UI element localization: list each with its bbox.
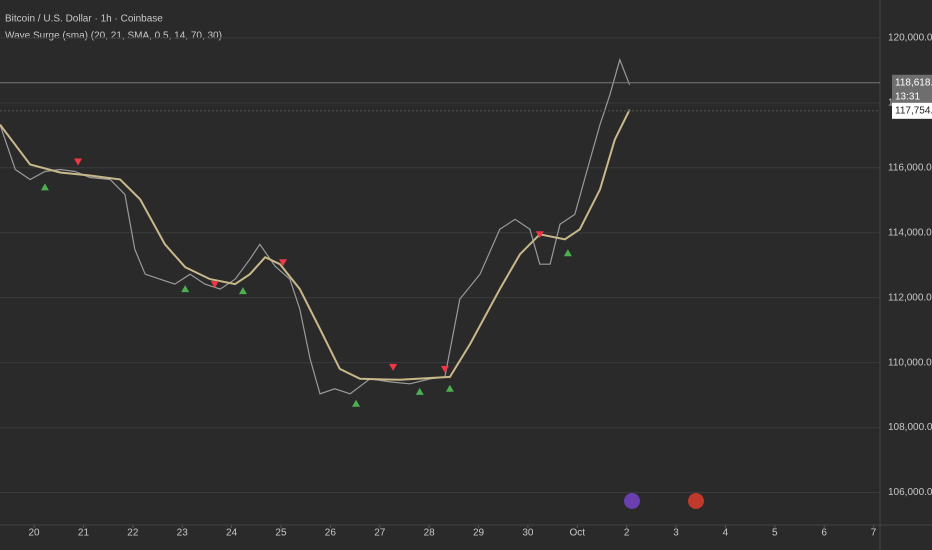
sell-signal xyxy=(210,281,219,289)
sell-signal xyxy=(278,259,287,267)
buy-signal xyxy=(445,384,454,392)
x-tick-label: 2 xyxy=(624,528,630,539)
buy-signal xyxy=(563,249,572,257)
x-tick-label: 21 xyxy=(78,528,90,539)
x-tick-label: 3 xyxy=(673,528,679,539)
buy-signal xyxy=(40,183,49,191)
x-tick-label: 22 xyxy=(127,528,139,539)
price-label: 118,618.07 xyxy=(895,77,932,88)
x-tick-label: 27 xyxy=(374,528,386,539)
buy-signal xyxy=(415,387,424,395)
chart-title: Bitcoin / U.S. Dollar · 1h · Coinbase xyxy=(5,14,163,25)
x-tick-label: 7 xyxy=(871,528,877,539)
y-tick-label: 110,000.00 xyxy=(888,357,932,368)
x-tick-label: 4 xyxy=(723,528,729,539)
y-tick-label: 116,000.00 xyxy=(888,162,932,173)
price-line xyxy=(0,57,631,395)
x-tick-label: 6 xyxy=(821,528,827,539)
x-tick-label: 28 xyxy=(424,528,436,539)
y-tick-label: 120,000.00 xyxy=(888,33,932,44)
y-tick-label: 106,000.00 xyxy=(888,487,932,498)
indicator-label: Wave Surge (sma) (20, 21, SMA, 0.5, 14, … xyxy=(5,31,222,42)
price-label: 117,754.53 xyxy=(895,105,932,116)
sell-signal xyxy=(535,231,544,239)
buy-signal xyxy=(352,399,361,407)
price-line xyxy=(0,109,631,381)
x-tick-label: Oct xyxy=(570,528,586,539)
x-tick-label: 29 xyxy=(473,528,485,539)
x-tick-label: 5 xyxy=(772,528,778,539)
y-tick-label: 108,000.00 xyxy=(888,422,932,433)
x-tick-label: 23 xyxy=(177,528,189,539)
buy-signal xyxy=(181,285,190,293)
x-tick-label: 26 xyxy=(325,528,337,539)
event-icon[interactable] xyxy=(688,493,704,509)
event-icon[interactable] xyxy=(624,493,640,509)
x-tick-label: 30 xyxy=(522,528,534,539)
sell-signal xyxy=(74,158,83,166)
x-tick-label: 20 xyxy=(29,528,41,539)
buy-signal xyxy=(238,287,247,295)
y-tick-label: 114,000.00 xyxy=(888,227,932,238)
sell-signal xyxy=(389,363,398,371)
price-label-time: 13:31 xyxy=(895,91,920,102)
price-label-box xyxy=(892,74,932,105)
y-tick-label: 112,000.00 xyxy=(888,292,932,303)
sell-signal xyxy=(440,365,449,373)
x-tick-label: 25 xyxy=(275,528,287,539)
x-tick-label: 24 xyxy=(226,528,238,539)
price-label-box xyxy=(892,102,932,119)
